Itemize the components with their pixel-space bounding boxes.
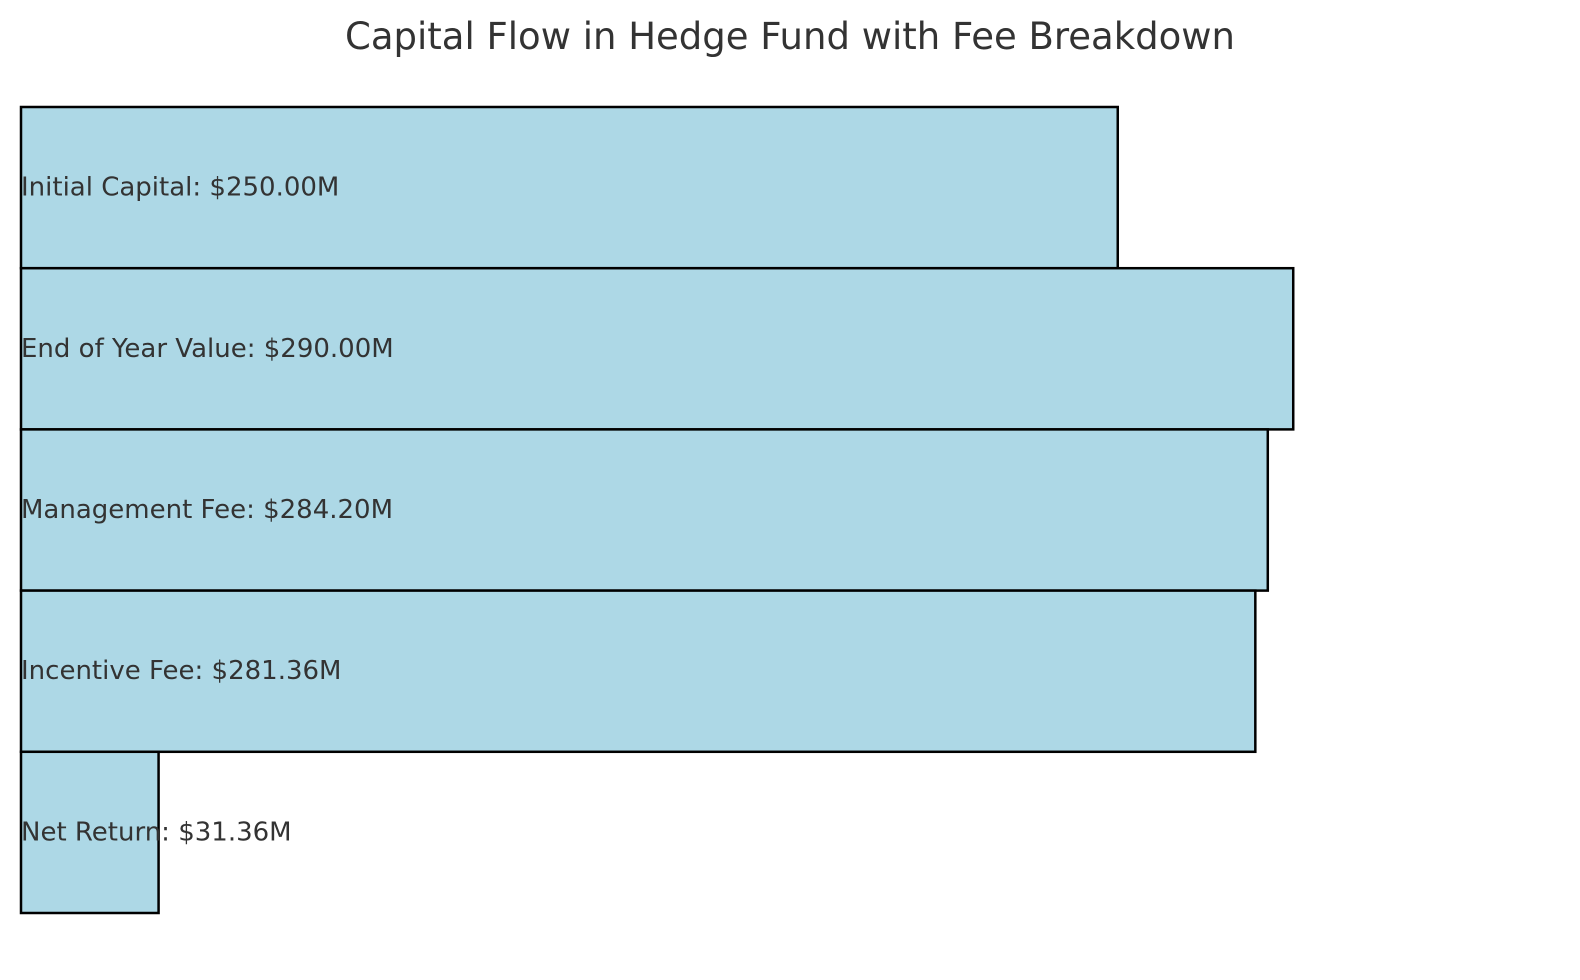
bar-incentive-fee [19,589,1257,754]
bar-label-management-fee: Management Fee: $284.20M [21,495,393,525]
bars-layer [19,105,1295,915]
bar-label-incentive-fee: Incentive Fee: $281.36M [21,656,341,686]
chart-title: Capital Flow in Hedge Fund with Fee Brea… [345,15,1235,58]
bar-management-fee [19,428,1270,592]
bar-label-net-return: Net Return: $31.36M [21,817,292,847]
bar-label-initial-capital: Initial Capital: $250.00M [21,173,339,203]
bar-label-end-of-year-value: End of Year Value: $290.00M [21,334,394,364]
bar-net-return [19,750,160,915]
bar-initial-capital [19,105,1119,270]
labels-layer: Initial Capital: $250.00M End of Year Val… [21,173,394,848]
bar-end-of-year-value [19,266,1295,431]
